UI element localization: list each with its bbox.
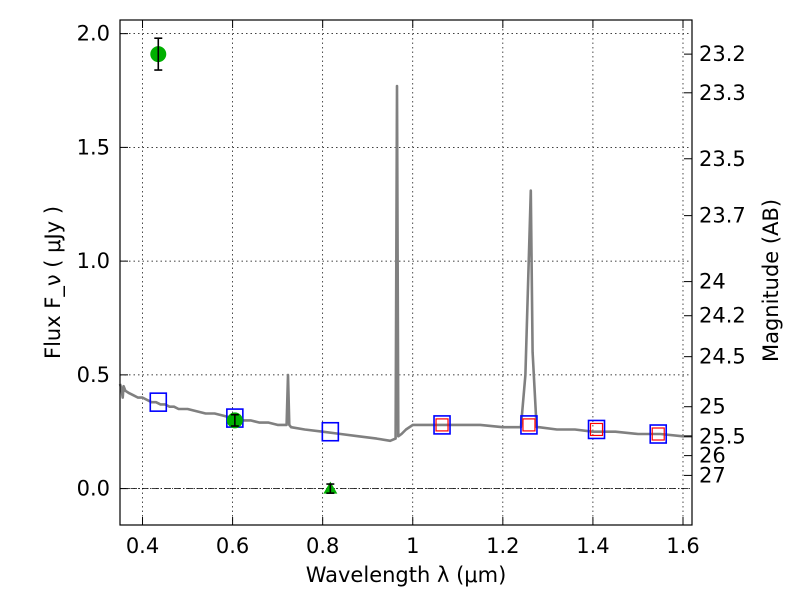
x-tick-label: 1.6 <box>666 534 699 558</box>
red-square-marker <box>522 418 536 432</box>
ticks: 0.4 0.6 0.8 1 1.2 1.4 1.6 0.0 0.5 1.0 1.5 2.0 23.2 23… <box>77 20 746 558</box>
y-tick-label: 0.0 <box>77 477 110 501</box>
x-tick-label: 1.4 <box>576 534 609 558</box>
right-tick-label: 24 <box>699 270 726 294</box>
right-tick-label: 23.5 <box>699 147 746 171</box>
blue-square-marker <box>433 415 451 435</box>
right-tick-label: 25 <box>699 395 726 419</box>
right-tick-label: 27 <box>699 463 726 487</box>
red-square-marker <box>651 427 665 441</box>
right-tick-label: 23.2 <box>699 42 746 66</box>
right-axis-label: Magnitude (AB) <box>759 199 783 362</box>
spectrum-line <box>118 84 692 443</box>
x-axis-label: Wavelength λ (μm) <box>306 563 507 587</box>
y-axis-label: Flux F_ν ( μJy ) <box>41 206 66 359</box>
right-tick-label: 23.7 <box>699 204 746 228</box>
y-tick-label: 2.0 <box>77 22 110 46</box>
right-tick-label: 25.5 <box>699 424 746 448</box>
plot-area <box>118 37 692 494</box>
x-tick-label: 1 <box>406 534 419 558</box>
y-tick-label: 1.5 <box>77 135 110 159</box>
x-tick-label: 0.6 <box>216 534 249 558</box>
blue-square-marker <box>149 392 168 412</box>
blue-square-marker <box>649 424 668 444</box>
red-square-marker <box>435 418 449 432</box>
x-tick-label: 0.8 <box>306 534 339 558</box>
x-tick-label: 1.2 <box>486 534 519 558</box>
y-tick-label: 1.0 <box>77 249 110 273</box>
right-tick-label: 24.5 <box>699 345 746 369</box>
right-tick-label: 26 <box>699 444 726 468</box>
red-square-marker <box>589 422 604 437</box>
grid <box>120 20 692 525</box>
plot-frame <box>119 19 693 526</box>
x-tick-label: 0.4 <box>126 534 159 558</box>
y-tick-label: 0.5 <box>77 363 110 387</box>
blue-square-marker <box>520 415 538 435</box>
right-tick-label: 24.2 <box>699 304 746 328</box>
blue-square-marker <box>321 421 340 442</box>
right-tick-label: 23.3 <box>699 81 746 105</box>
blue-square-marker <box>587 419 606 440</box>
